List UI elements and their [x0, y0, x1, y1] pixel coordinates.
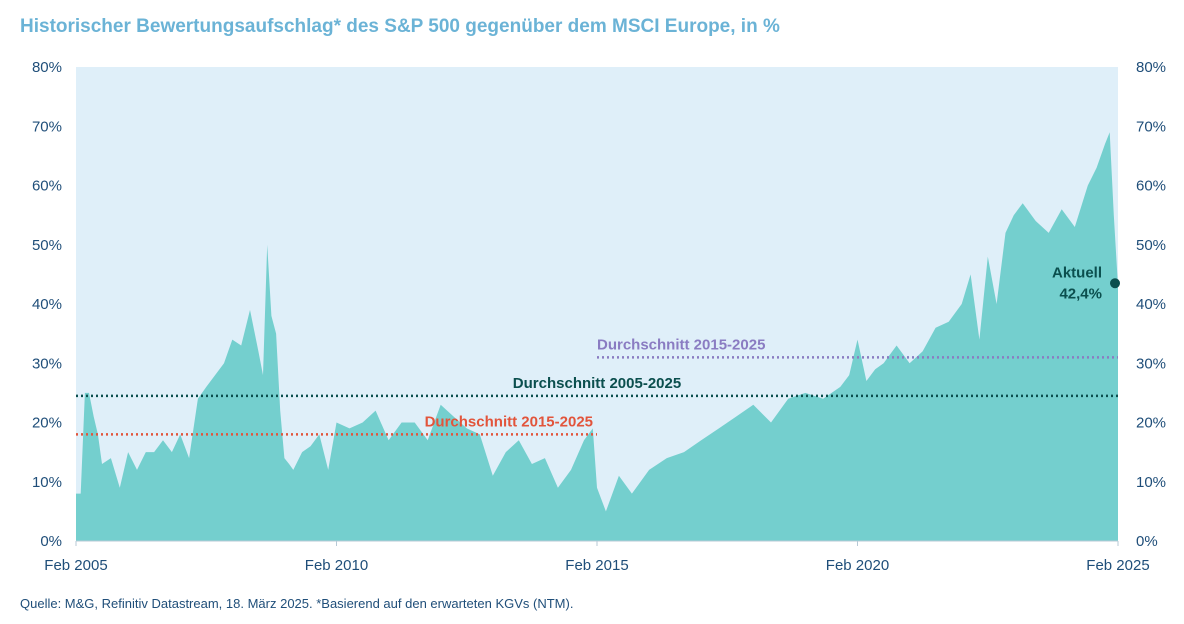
- source-note: Quelle: M&G, Refinitiv Datastream, 18. M…: [20, 596, 574, 611]
- y-tick-label-left: 20%: [32, 415, 62, 432]
- current-value-annotation: Aktuell 42,4%: [1052, 264, 1120, 302]
- y-tick-label-right: 40%: [1136, 296, 1166, 313]
- y-tick-label-left: 40%: [32, 296, 62, 313]
- reference-line-label: Durchschnitt 2015-2025: [425, 413, 593, 430]
- x-tick-label: Feb 2015: [565, 557, 628, 574]
- reference-line-label: Durchschnitt 2005-2025: [513, 375, 681, 392]
- current-value-label: 42,4%: [1059, 285, 1102, 302]
- current-value-marker: [1110, 278, 1120, 289]
- y-tick-label-right: 80%: [1136, 59, 1166, 76]
- y-tick-label-right: 10%: [1136, 474, 1166, 491]
- premium-area-series: [76, 132, 1118, 541]
- current-label: Aktuell: [1052, 264, 1102, 281]
- chart-canvas: Durchschnitt 2015-2025 Durchschnitt 2005-…: [32, 59, 1166, 574]
- y-axis-right: 0% 10% 20% 30% 40% 50% 60% 70% 80%: [1136, 59, 1166, 550]
- y-tick-label-left: 70%: [32, 118, 62, 135]
- y-tick-label-right: 30%: [1136, 355, 1166, 372]
- y-tick-label-left: 30%: [32, 355, 62, 372]
- x-tick-label: Feb 2025: [1086, 557, 1149, 574]
- y-tick-label-left: 0%: [40, 533, 62, 550]
- y-tick-label-right: 50%: [1136, 237, 1166, 254]
- x-tick-label: Feb 2010: [305, 557, 368, 574]
- y-tick-label-left: 10%: [32, 474, 62, 491]
- x-axis: Feb 2005 Feb 2010 Feb 2015 Feb 2020 Feb 2025: [44, 540, 1150, 574]
- y-tick-label-left: 60%: [32, 178, 62, 195]
- chart-title: Historischer Bewertungsaufschlag* des S&…: [20, 16, 780, 37]
- y-tick-label-right: 60%: [1136, 178, 1166, 195]
- y-tick-label-left: 50%: [32, 237, 62, 254]
- x-tick-label: Feb 2005: [44, 557, 107, 574]
- y-tick-label-left: 80%: [32, 59, 62, 76]
- y-tick-label-right: 70%: [1136, 118, 1166, 135]
- y-axis-left: 0% 10% 20% 30% 40% 50% 60% 70% 80%: [32, 59, 62, 550]
- y-tick-label-right: 20%: [1136, 415, 1166, 432]
- reference-lines: Durchschnitt 2015-2025 Durchschnitt 2005-…: [76, 336, 1118, 436]
- x-tick-label: Feb 2020: [826, 557, 889, 574]
- reference-line-label: Durchschnitt 2015-2025: [597, 336, 765, 353]
- y-tick-label-right: 0%: [1136, 533, 1158, 550]
